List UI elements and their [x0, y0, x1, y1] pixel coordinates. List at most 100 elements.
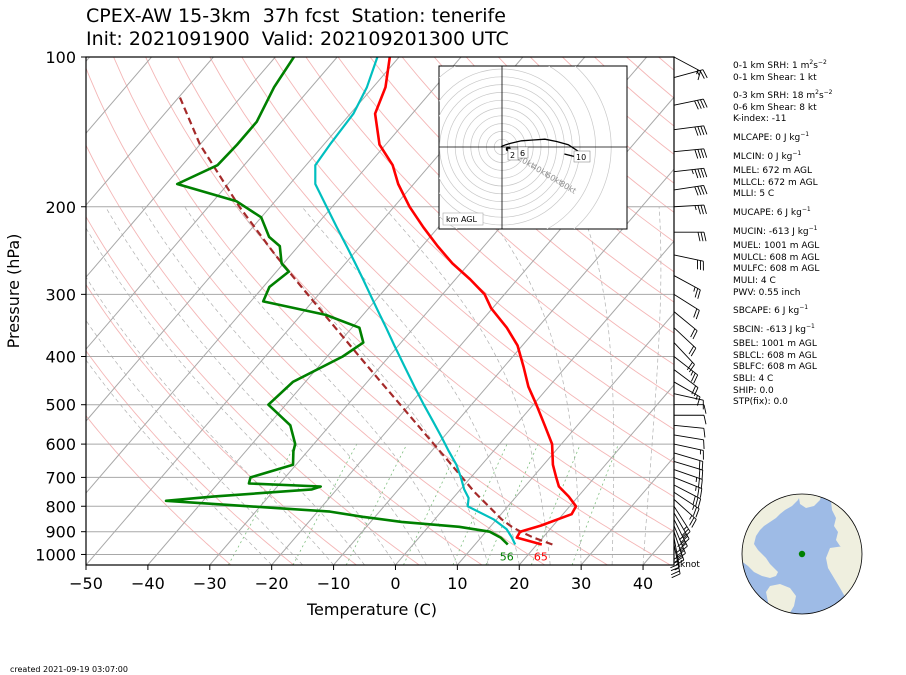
- wind-barb: [673, 499, 697, 528]
- y-tick-label: 300: [45, 285, 76, 304]
- dry-adiabat: [305, 57, 674, 398]
- dry-adiabat: [86, 66, 545, 565]
- x-tick-label: −20: [255, 574, 289, 593]
- wind-barb: [673, 512, 690, 546]
- moist-adiabat: [383, 206, 551, 565]
- index-row: 0-1 km Shear: 1 kt: [733, 72, 817, 83]
- index-row: 0-3 km SRH: 18 m2s−2: [733, 89, 833, 102]
- isotherm: [86, 57, 214, 206]
- wind-barb: [673, 98, 708, 110]
- hodograph-height-label: 10: [576, 153, 586, 162]
- wind-barb: [673, 185, 708, 196]
- dry-adiabat: [86, 350, 294, 565]
- wind-barb: [673, 369, 699, 397]
- wetbulb-profile: [314, 57, 517, 545]
- wind-barb: [673, 204, 707, 215]
- wind-barb: [673, 356, 699, 384]
- index-row: 0-1 km SRH: 1 m2s−2: [733, 59, 827, 71]
- dewpoint-profile: [164, 57, 509, 546]
- mixing-ratio-line: [485, 443, 539, 565]
- y-tick-label: 200: [45, 198, 76, 217]
- wind-barb: [673, 293, 700, 320]
- isotherm: [456, 312, 674, 565]
- mixing-ratio-line: [292, 443, 358, 565]
- plot-frame: [85, 56, 675, 566]
- moist-adiabat: [86, 319, 303, 565]
- x-tick-label: −40: [131, 574, 165, 593]
- dry-adiabat: [113, 57, 608, 565]
- wind-barbs: [670, 56, 708, 579]
- x-tick-label: −30: [193, 574, 227, 593]
- dry-adiabat: [401, 57, 674, 303]
- wind-barb: [673, 381, 701, 406]
- moist-adiabat: [642, 206, 662, 565]
- mixing-ratio-line: [452, 443, 508, 565]
- isotherm: [86, 57, 400, 422]
- wind-barb: [673, 469, 703, 489]
- moist-adiabat: [141, 206, 427, 565]
- y-tick-label: 400: [45, 348, 76, 367]
- x-tick-label: 10: [447, 574, 467, 593]
- isotherm: [333, 168, 674, 565]
- dry-adiabat: [86, 415, 232, 565]
- index-row: MUCIN: -613 J kg−1: [733, 224, 818, 237]
- x-tick-label: −10: [317, 574, 351, 593]
- created-timestamp: created 2021-09-19 03:07:00: [10, 665, 128, 674]
- isotherm: [86, 57, 276, 278]
- index-row: SHIP: 0.0: [733, 385, 774, 396]
- index-row: 0-6 km Shear: 8 kt: [733, 102, 817, 113]
- dry-adiabat: [177, 57, 674, 533]
- y-tick-label: 700: [45, 468, 76, 487]
- hodograph-units-label: km AGL: [446, 215, 478, 224]
- temperature-profile: [373, 57, 578, 546]
- moist-adiabat: [105, 206, 396, 565]
- index-row: SBLI: 4 C: [733, 374, 774, 385]
- isotherm: [395, 240, 674, 565]
- wind-barb: [673, 148, 708, 159]
- wind-barb: [673, 275, 701, 299]
- dry-adiabat: [86, 215, 420, 565]
- barb-units-label: knot: [680, 560, 700, 570]
- moist-adiabat: [579, 206, 615, 565]
- moist-adiabat: [86, 359, 272, 565]
- wind-barb: [673, 327, 697, 357]
- wind-barb: [673, 125, 708, 136]
- chart-subtitle: Init: 2021091900 Valid: 202109201300 UTC: [86, 28, 509, 50]
- moist-adiabat: [481, 206, 582, 565]
- isotherm: [86, 57, 462, 494]
- y-axis-label: Pressure (hPa): [4, 234, 23, 349]
- moist-adiabat: [236, 206, 489, 565]
- wind-barb: [670, 544, 681, 579]
- wind-barb: [673, 167, 708, 179]
- moist-adiabat: [86, 227, 365, 565]
- x-tick-label: −50: [69, 574, 103, 593]
- wind-barb: [673, 434, 705, 450]
- wind-barb: [674, 404, 707, 414]
- wind-barb: [673, 519, 688, 553]
- isotherm: [518, 384, 674, 565]
- x-tick-label: 20: [509, 574, 529, 593]
- dry-adiabat: [433, 57, 674, 273]
- wind-barb: [673, 311, 698, 340]
- wind-barb: [673, 484, 702, 508]
- x-tick-label: 30: [571, 574, 591, 593]
- x-tick-label: 40: [633, 574, 653, 593]
- profiles: [164, 57, 578, 546]
- mixing-ratio-line: [530, 443, 581, 565]
- y-tick-label: 1000: [35, 545, 76, 564]
- hodograph-height-label: 6: [520, 149, 525, 158]
- index-row: SBLFC: 608 m AGL: [733, 362, 817, 373]
- index-row: SBLCL: 608 m AGL: [733, 350, 817, 361]
- mixing-ratio-line: [571, 443, 619, 565]
- wind-barb: [673, 254, 704, 271]
- surface-temperature-label: 65: [534, 551, 548, 564]
- wind-barb: [673, 460, 704, 480]
- y-tick-label: 800: [45, 497, 76, 516]
- isotherm: [271, 96, 674, 565]
- index-row: STP(fix): 0.0: [733, 397, 788, 408]
- wind-barb: [673, 424, 706, 438]
- wind-barb: [673, 443, 704, 460]
- background-lines: [86, 57, 674, 565]
